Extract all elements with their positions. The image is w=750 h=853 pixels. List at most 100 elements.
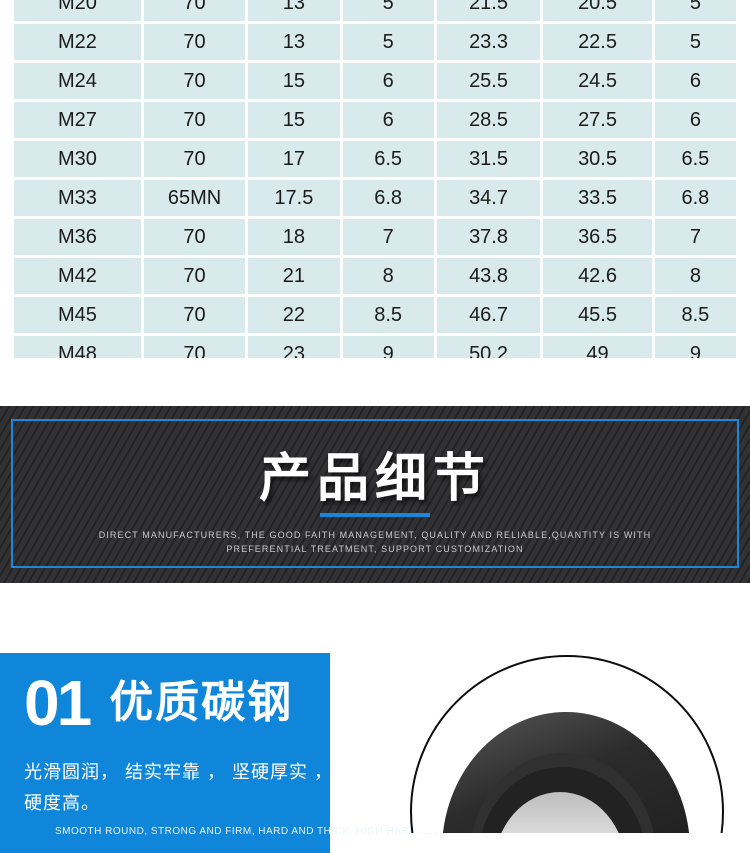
table-cell: 28.5: [436, 102, 541, 138]
table-row: M27 70 15 6 28.5 27.5 6: [14, 102, 736, 138]
table-cell: 13: [248, 0, 340, 21]
table-cell: 49: [543, 336, 652, 358]
feature-caption-clipped: SMOOTH ROUND, STRONG AND FIRM, HARD AND …: [55, 826, 446, 837]
table-cell: 30.5: [543, 141, 652, 177]
table-cell: 24.5: [543, 63, 652, 99]
table-cell: 43.8: [436, 258, 541, 294]
table-cell: 46.7: [436, 297, 541, 333]
table-cell: 8.5: [342, 297, 434, 333]
table-cell: 8: [654, 258, 736, 294]
table-cell: 6: [342, 102, 434, 138]
table-cell: 18: [248, 219, 340, 255]
feature-title: 优质碳钢: [109, 678, 294, 727]
table-cell: 23: [248, 336, 340, 358]
table-cell: 23.3: [436, 24, 541, 60]
spec-table: M20 70 13 5 21.5 20.5 5 M22 70 13 5 23.3 22.5 5 M24 70 1…: [11, 0, 739, 358]
table-cell: 70: [143, 24, 246, 60]
table-cell: 22.5: [543, 24, 652, 60]
feature-description: 光滑圆润， 结实牢靠 ， 坚硬厚实 ， 硬度高。: [24, 757, 333, 819]
table-cell: 70: [143, 141, 246, 177]
table-cell: 7: [342, 219, 434, 255]
table-cell: 6.5: [654, 141, 736, 177]
table-cell: M27: [14, 102, 141, 138]
table-cell: 36.5: [543, 219, 652, 255]
table-cell: 6: [342, 63, 434, 99]
feature-heading: 01 优质碳钢: [24, 667, 294, 739]
spec-table-body: M20 70 13 5 21.5 20.5 5 M22 70 13 5 23.3 22.5 5 M24 70 1…: [14, 0, 736, 358]
table-row: M48 70 23 9 50.2 49 9: [14, 336, 736, 358]
table-cell: 45.5: [543, 297, 652, 333]
table-cell: 22: [248, 297, 340, 333]
table-cell: 70: [143, 336, 246, 358]
table-cell: 5: [342, 24, 434, 60]
table-row: M45 70 22 8.5 46.7 45.5 8.5: [14, 297, 736, 333]
banner-subtitle-line1: DIRECT MANUFACTURERS, THE GOOD FAITH MAN…: [98, 530, 652, 540]
table-cell: 6.8: [654, 180, 736, 216]
table-cell: M45: [14, 297, 141, 333]
table-cell: 25.5: [436, 63, 541, 99]
table-cell: M30: [14, 141, 141, 177]
feature-number: 01: [24, 667, 92, 739]
table-row: M36 70 18 7 37.8 36.5 7: [14, 219, 736, 255]
product-details-banner: 产品细节 DIRECT MANUFACTURERS, THE GOOD FAIT…: [0, 406, 750, 583]
table-cell: 17.5: [248, 180, 340, 216]
table-cell: 33.5: [543, 180, 652, 216]
product-photo: [400, 653, 750, 853]
table-cell: 5: [654, 0, 736, 21]
table-cell: 21.5: [436, 0, 541, 21]
table-cell: 9: [654, 336, 736, 358]
banner-underline: [320, 513, 430, 517]
table-cell: 8.5: [654, 297, 736, 333]
table-cell: 70: [143, 0, 246, 21]
banner-subtitle-line2: PREFERENTIAL TREATMENT, SUPPORT CUSTOMIZ…: [226, 544, 524, 554]
feature-desc-line2: 硬度高。: [24, 793, 100, 813]
table-cell: 6.5: [342, 141, 434, 177]
table-cell: 70: [143, 102, 246, 138]
table-cell: 27.5: [543, 102, 652, 138]
table-cell: 5: [654, 24, 736, 60]
table-cell: M48: [14, 336, 141, 358]
table-row: M33 65MN 17.5 6.8 34.7 33.5 6.8: [14, 180, 736, 216]
table-cell: 20.5: [543, 0, 652, 21]
table-cell: 34.7: [436, 180, 541, 216]
table-cell: 70: [143, 219, 246, 255]
feature-01-panel: 01 优质碳钢 光滑圆润， 结实牢靠 ， 坚硬厚实 ， 硬度高。 SMOOTH …: [0, 653, 445, 853]
table-cell: 37.8: [436, 219, 541, 255]
table-cell: 70: [143, 63, 246, 99]
table-cell: 15: [248, 102, 340, 138]
table-cell: 13: [248, 24, 340, 60]
banner-border-frame: [11, 419, 739, 568]
table-cell: 6: [654, 63, 736, 99]
table-cell: 9: [342, 336, 434, 358]
table-cell: M22: [14, 24, 141, 60]
table-row: M42 70 21 8 43.8 42.6 8: [14, 258, 736, 294]
banner-title: 产品细节: [258, 450, 491, 508]
table-cell: M33: [14, 180, 141, 216]
table-cell: M20: [14, 0, 141, 21]
table-cell: 50.2: [436, 336, 541, 358]
banner-subtitle: DIRECT MANUFACTURERS, THE GOOD FAITH MAN…: [0, 528, 750, 556]
table-cell: M36: [14, 219, 141, 255]
table-cell: 70: [143, 297, 246, 333]
spring-washer-image: [410, 655, 724, 853]
table-cell: 6.8: [342, 180, 434, 216]
table-cell: 42.6: [543, 258, 652, 294]
table-cell: 17: [248, 141, 340, 177]
table-cell: 6: [654, 102, 736, 138]
table-row: M24 70 15 6 25.5 24.5 6: [14, 63, 736, 99]
table-cell: 65MN: [143, 180, 246, 216]
table-cell: 70: [143, 258, 246, 294]
table-cell: M24: [14, 63, 141, 99]
table-row: M20 70 13 5 21.5 20.5 5: [14, 0, 736, 21]
table-cell: 31.5: [436, 141, 541, 177]
table-cell: 5: [342, 0, 434, 21]
table-row: M22 70 13 5 23.3 22.5 5: [14, 24, 736, 60]
table-cell: 7: [654, 219, 736, 255]
table-cell: M42: [14, 258, 141, 294]
table-cell: 21: [248, 258, 340, 294]
table-cell: 15: [248, 63, 340, 99]
table-cell: 8: [342, 258, 434, 294]
feature-desc-line1: 光滑圆润， 结实牢靠 ， 坚硬厚实 ，: [24, 762, 334, 782]
table-row: M30 70 17 6.5 31.5 30.5 6.5: [14, 141, 736, 177]
spec-table-section: M20 70 13 5 21.5 20.5 5 M22 70 13 5 23.3 22.5 5 M24 70 1…: [0, 0, 750, 358]
